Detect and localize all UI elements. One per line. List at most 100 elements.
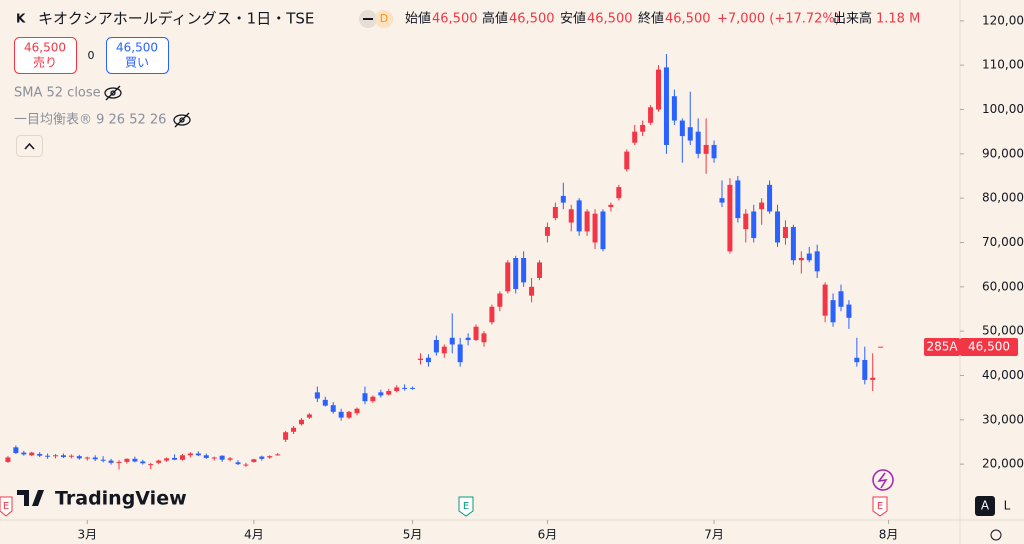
- volume-label: 出来高: [833, 11, 872, 27]
- candle-body: [798, 258, 804, 261]
- lightning-icon[interactable]: [872, 469, 894, 491]
- candle-body: [172, 457, 178, 460]
- settings-icon[interactable]: [990, 529, 1002, 541]
- indicator-ichimoku[interactable]: 一目均衡表® 9 26 52 26: [14, 113, 166, 128]
- legend-label: 高値: [482, 11, 508, 27]
- candle-body: [473, 326, 479, 341]
- y-tick-label: 80,000: [982, 191, 1024, 205]
- x-tick-label: 3月: [77, 528, 97, 542]
- sell-label: 売り: [33, 55, 57, 70]
- y-tick-label: 120,000: [982, 13, 1024, 27]
- y-tick-label: 110,000: [982, 58, 1024, 72]
- candle-body: [782, 226, 788, 239]
- candle-body: [870, 377, 876, 380]
- collapse-button[interactable]: [16, 135, 43, 157]
- symbol-title[interactable]: キオクシアホールディングス・1日・TSE: [38, 10, 314, 28]
- event-marker[interactable]: E: [458, 496, 474, 517]
- candle-body: [489, 306, 495, 323]
- candle-body: [179, 455, 185, 460]
- candle-body: [330, 405, 336, 412]
- auto-scale-label: A: [981, 499, 990, 513]
- candle-body: [695, 131, 701, 154]
- candle-body: [830, 300, 836, 323]
- candle-body: [378, 392, 384, 396]
- legend-value: 46,500: [509, 12, 555, 27]
- candle-body: [259, 456, 265, 459]
- sell-price: 46,500: [24, 41, 66, 55]
- indicator-sma[interactable]: SMA 52 close: [14, 86, 101, 101]
- candle-body: [84, 457, 90, 459]
- candle-body: [822, 284, 828, 316]
- volume-value: 1.18 M: [876, 12, 920, 27]
- candle-body: [45, 455, 51, 457]
- candle-body: [735, 180, 741, 219]
- candle-body: [211, 457, 217, 459]
- y-tick-label: 60,000: [982, 279, 1024, 293]
- candle-body: [227, 458, 233, 460]
- candle-body: [53, 455, 59, 457]
- candle-body: [751, 211, 757, 239]
- candle-body: [68, 455, 74, 457]
- hidden-icon[interactable]: [104, 85, 122, 101]
- event-marker[interactable]: E: [872, 496, 888, 517]
- badge-bg: [375, 10, 393, 28]
- hidden-icon[interactable]: [173, 112, 191, 128]
- candle-body: [203, 455, 209, 458]
- candle-body: [552, 207, 558, 219]
- candle-body: [441, 346, 447, 354]
- candle-body: [648, 107, 654, 123]
- candle-body: [76, 456, 82, 459]
- candle-body: [719, 198, 725, 203]
- candle-body: [108, 460, 114, 463]
- x-tick-label: 4月: [244, 528, 264, 542]
- candle-body: [521, 258, 527, 283]
- log-scale-label[interactable]: L: [1004, 499, 1011, 513]
- candle-body: [624, 151, 630, 170]
- candle-body: [394, 387, 400, 391]
- legend-label: 終値: [638, 11, 664, 27]
- candle-body: [13, 447, 19, 454]
- candle-body: [386, 390, 392, 395]
- symbol-tag-text: 285A: [926, 340, 958, 354]
- candle-body: [124, 458, 130, 462]
- candle-body: [775, 211, 781, 243]
- candle-body: [164, 458, 170, 461]
- candle-body: [608, 204, 614, 208]
- candle-body: [759, 202, 765, 210]
- candle-body: [425, 357, 431, 363]
- buy-label: 買い: [125, 56, 149, 70]
- candle-body: [283, 432, 289, 440]
- x-tick-label: 7月: [704, 528, 724, 542]
- symbol-icon[interactable]: [12, 9, 30, 27]
- candle-body: [600, 211, 606, 250]
- legend-value: 46,500: [587, 12, 633, 27]
- candle-body: [275, 454, 281, 456]
- candle-body: [529, 286, 535, 296]
- candle-body: [449, 337, 455, 345]
- candle-body: [576, 200, 582, 232]
- lightning-bolt: [877, 472, 888, 489]
- candle-body: [298, 419, 304, 425]
- auto-scale-button[interactable]: [975, 496, 995, 516]
- y-tick-label: 100,000: [982, 102, 1024, 116]
- candle-body: [862, 359, 868, 380]
- candle-body: [92, 457, 98, 460]
- candle-body: [679, 120, 685, 137]
- event-marker[interactable]: E: [0, 496, 13, 517]
- buy-button[interactable]: [106, 37, 169, 74]
- y-tick-label: 50,000: [982, 324, 1024, 338]
- candle-body: [37, 453, 43, 456]
- price-tag-text: 46,500: [968, 340, 1010, 354]
- candle-body: [544, 226, 550, 236]
- sell-button[interactable]: [14, 37, 77, 74]
- candle-body: [306, 414, 312, 418]
- buy-price: 46,500: [116, 41, 158, 55]
- candle-body: [148, 464, 154, 466]
- y-tick-label: 90,000: [982, 146, 1024, 160]
- candle-body: [251, 459, 257, 462]
- candle-body: [687, 127, 693, 141]
- candle-body: [743, 213, 749, 230]
- candle-body: [878, 346, 884, 348]
- candle-body: [5, 457, 11, 462]
